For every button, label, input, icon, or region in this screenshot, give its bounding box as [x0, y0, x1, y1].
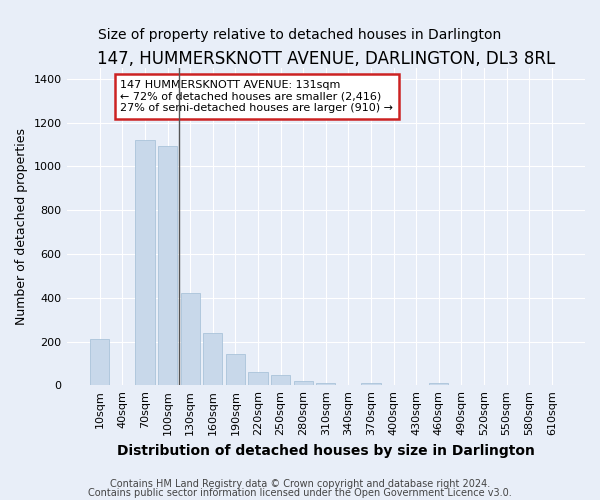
Bar [203, 333, 223, 386]
Bar [429, 383, 448, 386]
Bar [271, 376, 290, 386]
Bar [158, 146, 177, 386]
Bar [316, 383, 335, 386]
Bar [90, 340, 109, 386]
Text: Contains public sector information licensed under the Open Government Licence v3: Contains public sector information licen… [88, 488, 512, 498]
Bar [248, 372, 268, 386]
X-axis label: Distribution of detached houses by size in Darlington: Distribution of detached houses by size … [117, 444, 535, 458]
Bar [181, 294, 200, 386]
Text: Contains HM Land Registry data © Crown copyright and database right 2024.: Contains HM Land Registry data © Crown c… [110, 479, 490, 489]
Bar [293, 381, 313, 386]
Text: Size of property relative to detached houses in Darlington: Size of property relative to detached ho… [98, 28, 502, 42]
Y-axis label: Number of detached properties: Number of detached properties [15, 128, 28, 325]
Bar [361, 383, 380, 386]
Bar [226, 354, 245, 386]
Title: 147, HUMMERSKNOTT AVENUE, DARLINGTON, DL3 8RL: 147, HUMMERSKNOTT AVENUE, DARLINGTON, DL… [97, 50, 555, 68]
Bar [136, 140, 155, 386]
Text: 147 HUMMERSKNOTT AVENUE: 131sqm
← 72% of detached houses are smaller (2,416)
27%: 147 HUMMERSKNOTT AVENUE: 131sqm ← 72% of… [120, 80, 393, 113]
